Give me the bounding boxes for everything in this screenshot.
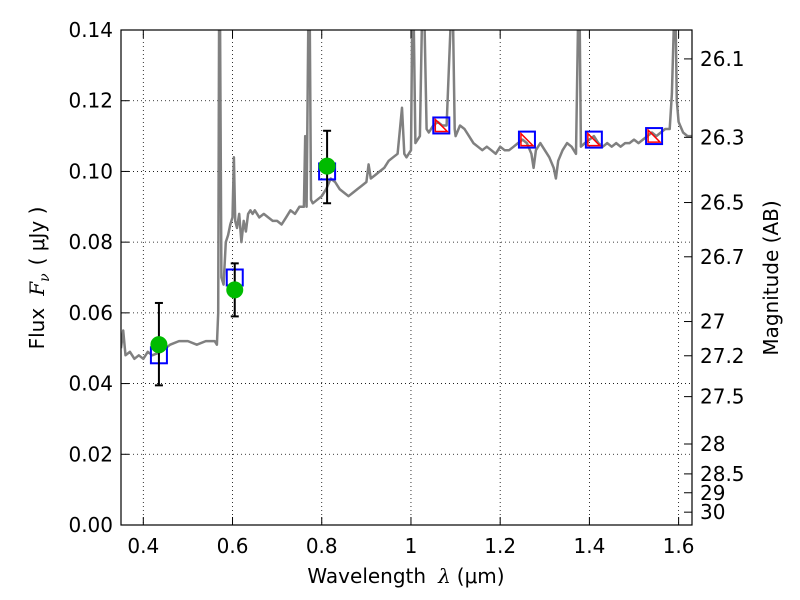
mag-tick-label: 27.5 xyxy=(700,385,745,409)
mag-tick-label: 27.2 xyxy=(700,344,745,368)
model-square xyxy=(645,127,664,146)
plot-area xyxy=(121,30,692,387)
observed-points xyxy=(150,129,336,387)
y-axis-label: FluxFν( μJy ) xyxy=(25,207,53,350)
model-square xyxy=(517,130,536,149)
mag-tick-label: 26.7 xyxy=(700,245,745,269)
y-tick-label: 0.00 xyxy=(68,513,113,537)
x-tick-label: 0.6 xyxy=(217,534,249,558)
y-tick-label: 0.12 xyxy=(68,89,113,113)
mag-tick-label: 30 xyxy=(700,500,725,524)
y-tick-label: 0.10 xyxy=(68,159,113,183)
right-axis-label: Magnitude (AB) xyxy=(759,200,783,355)
y-tick-label: 0.14 xyxy=(68,18,113,42)
plot-frame xyxy=(120,29,693,526)
observed-point xyxy=(226,281,244,299)
x-tick-labels: 0.4 0.6 0.8 1 1.2 1.4 1.6 xyxy=(127,534,694,558)
y-tick-label: 0.04 xyxy=(68,372,113,396)
x-tick-label: 1.2 xyxy=(484,534,516,558)
mag-tick-label: 26.1 xyxy=(700,47,745,71)
y-tick-label: 0.06 xyxy=(68,301,113,325)
x-axis-label: Wavelength λ (μm) xyxy=(307,564,504,588)
spectrum-line xyxy=(121,30,692,361)
model-triangle xyxy=(647,128,662,143)
model-triangle xyxy=(587,131,602,147)
model-square xyxy=(432,116,451,135)
model-triangle xyxy=(520,131,535,147)
observed-point xyxy=(318,157,336,175)
mag-tick-label: 28 xyxy=(700,432,725,456)
x-tick-label: 1.6 xyxy=(663,534,695,558)
axis-ticks xyxy=(121,29,692,526)
mag-tick-label: 27 xyxy=(700,310,725,334)
y-tick-label: 0.02 xyxy=(68,442,113,466)
x-tick-label: 1.4 xyxy=(573,534,605,558)
grid-lines xyxy=(121,30,692,525)
x-tick-label: 0.4 xyxy=(127,534,159,558)
mag-tick-label: 26.5 xyxy=(700,191,745,215)
model-square xyxy=(584,130,603,149)
mag-tick-label: 29 xyxy=(700,481,725,505)
observed-point xyxy=(150,336,168,354)
x-tick-label: 1 xyxy=(405,534,418,558)
model-triangle xyxy=(434,117,450,133)
mag-tick-label: 28.5 xyxy=(700,462,745,486)
mag-tick-label: 26.3 xyxy=(700,125,745,149)
x-tick-label: 0.8 xyxy=(306,534,338,558)
y-tick-label: 0.08 xyxy=(68,230,113,254)
y-tick-labels: 0.00 0.02 0.04 0.06 0.08 0.10 0.12 0.14 xyxy=(68,18,113,537)
